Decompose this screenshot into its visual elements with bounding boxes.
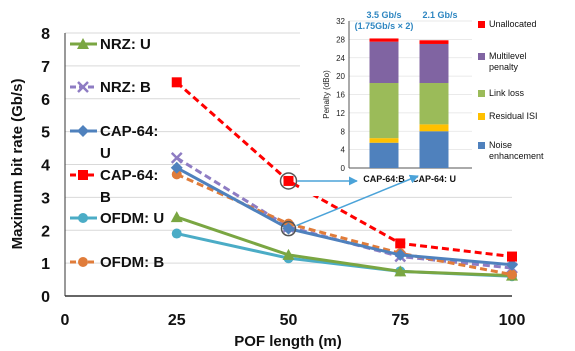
x-tick-label: 50 [280,312,298,329]
data-point [172,77,182,87]
x-tick-label: 75 [391,312,409,329]
legend-item: CAP-64: U [70,123,158,162]
y-axis-title: Maximum bit rate (Gb/s) [9,79,26,250]
legend-item: OFDM: B [70,254,164,271]
inset-y-axis-title: Penalty (dBo) [322,70,331,119]
legend-label: CAP-64: [100,167,158,184]
inset-y-tick-label: 24 [336,54,345,63]
legend-label: CAP-64: [100,123,158,140]
inset-bar-segment [420,83,449,124]
inset-y-tick-label: 4 [341,146,346,155]
inset-annotation: (1.75Gb/s × 2) [355,21,414,31]
series-line [177,217,512,276]
data-point [172,229,182,239]
inset-legend-label: Noise [489,140,512,150]
data-point [171,211,183,222]
y-tick-label: 1 [41,256,50,273]
inset-legend-swatch [478,21,485,28]
inset-y-tick-label: 0 [341,164,346,173]
y-tick-label: 4 [41,158,50,175]
legend-item: NRZ: B [70,79,151,96]
inset-bar-segment [370,143,399,168]
data-point [78,257,88,267]
inset-bar-segment [420,40,449,44]
inset-bar-segment [420,44,449,83]
y-tick-label: 8 [41,26,50,43]
data-point [78,213,88,223]
data-point [507,270,517,280]
legend-label: OFDM: U [100,210,164,227]
x-tick-label: 100 [499,312,526,329]
inset-y-tick-label: 16 [336,91,345,100]
data-point [172,153,182,163]
data-point [284,176,294,186]
inset-legend-swatch [478,113,485,120]
y-tick-label: 5 [41,125,50,142]
y-tick-label: 6 [41,92,50,109]
data-point [77,125,89,137]
data-point [78,170,88,180]
inset-annotation: 2.1 Gb/s [422,10,457,20]
inset-bar-segment [420,124,449,131]
inset-y-tick-label: 8 [341,127,346,136]
y-tick-label: 2 [41,223,50,240]
legend-item: NRZ: U [70,36,151,53]
legend-label: NRZ: U [100,36,151,53]
inset-category-label: CAP-64: U [412,174,456,184]
inset-annotation: 3.5 Gb/s [366,10,401,20]
legend-label: B [100,189,111,206]
inset-bar-segment [370,83,399,138]
y-tick-label: 7 [41,59,50,76]
inset-chart: 0 4 8 12 16 20 24 28 32 Penalty (dBo) CAP-64:B CAP-… [300,6,575,196]
data-point [395,238,405,248]
inset-legend-swatch [478,90,485,97]
legend-label: U [100,145,111,162]
inset-y-tick-label: 12 [336,109,345,118]
inset-y-tick-label: 32 [336,17,345,26]
inset-y-tick-label: 20 [336,72,345,81]
main-legend: NRZ: U NRZ: B CAP-64: U CAP-64: B OFDM: U OFDM:… [70,36,164,271]
legend-label: NRZ: B [100,79,151,96]
inset-y-tick-label: 28 [336,35,345,44]
inset-legend-label: Multilevel [489,51,527,61]
inset-bar-1 [370,38,399,168]
data-point [507,252,517,262]
inset-bar-segment [370,138,399,143]
inset-legend-swatch [478,142,485,149]
inset-legend-label: penalty [489,62,519,72]
x-tick-label: 0 [61,312,70,329]
x-axis-title: POF length (m) [234,333,342,350]
legend-item: OFDM: U [70,210,164,227]
inset-bar-segment [370,38,399,41]
series-nrz-u [171,211,518,281]
inset-legend-label: Unallocated [489,19,537,29]
y-tick-label: 3 [41,190,50,207]
legend-item: CAP-64: B [70,167,158,206]
inset-legend-label: enhancement [489,151,544,161]
y-tick-label: 0 [41,289,50,306]
inset-legend-swatch [478,53,485,60]
inset-bar-segment [370,42,399,83]
inset-legend-label: Residual ISI [489,111,538,121]
inset-bar-segment [420,131,449,168]
inset-category-label: CAP-64:B [363,174,405,184]
legend-label: OFDM: B [100,254,164,271]
inset-legend-label: Link loss [489,88,525,98]
inset-bar-2 [420,40,449,168]
x-tick-label: 25 [168,312,186,329]
